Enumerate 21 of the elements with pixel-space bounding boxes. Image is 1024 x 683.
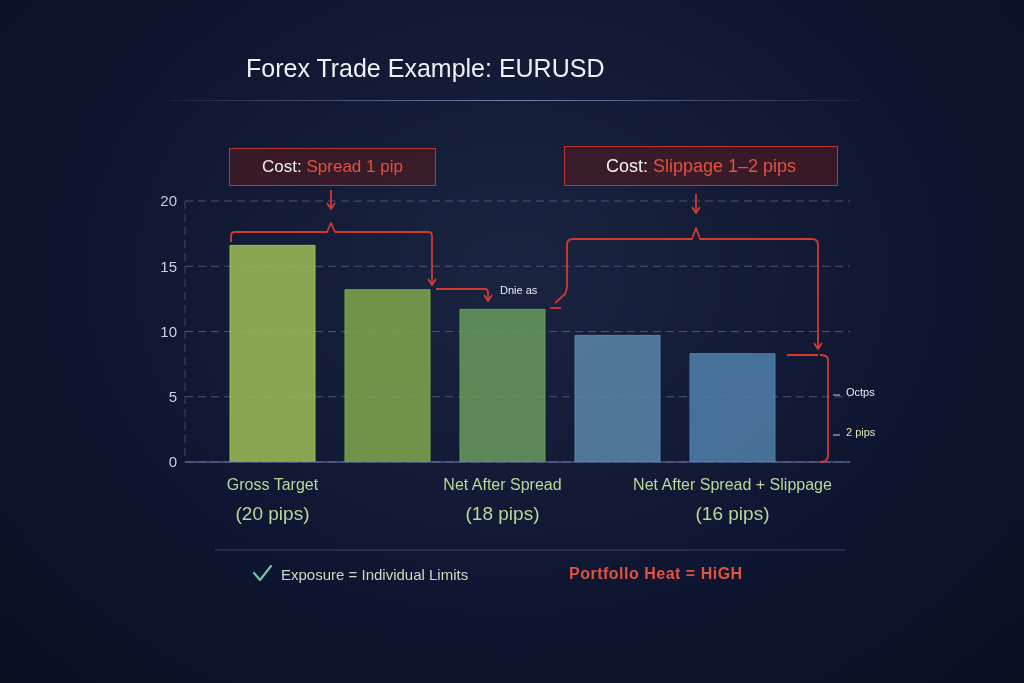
annotation: Octps [846, 386, 875, 398]
y-tick-label: 10 [160, 322, 177, 340]
annotation: 2 pips [846, 426, 876, 438]
bar [229, 244, 316, 462]
y-tick-label: 0 [168, 453, 177, 471]
text: Exposure = Individual Limits [281, 566, 469, 583]
x-tick-label: Net After Spread (18 pips) [443, 476, 562, 524]
annotation: Dnie as [500, 284, 538, 296]
bar [459, 308, 546, 462]
bar [344, 289, 431, 462]
y-tick-label: 20 [160, 192, 177, 210]
text: Cost: Slippage 1–2 pips [605, 155, 797, 176]
bar [574, 334, 661, 462]
text: Cost: Spread 1 pip [262, 157, 403, 176]
y-tick-label: 5 [168, 388, 177, 406]
chart-title: Forex Trade Example: EURUSD [246, 54, 605, 83]
bar [689, 353, 776, 462]
text: Portfollo Heat = HiGH [569, 565, 743, 583]
x-tick-label: Net After Spread + Slippage (16 pips) [633, 476, 832, 524]
x-tick-label: Gross Target (20 pips) [226, 476, 319, 524]
y-tick-label: 15 [160, 257, 177, 275]
